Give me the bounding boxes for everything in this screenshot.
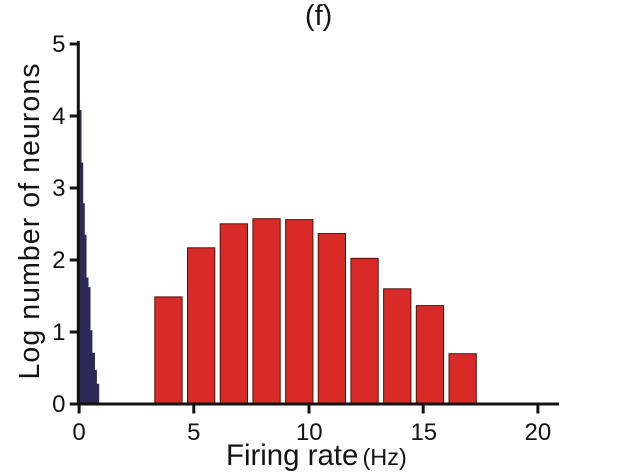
svg-text:5: 5: [187, 419, 200, 446]
svg-text:0: 0: [72, 419, 85, 446]
svg-text:1: 1: [52, 319, 65, 346]
svg-text:5: 5: [52, 31, 65, 58]
svg-text:10: 10: [296, 419, 323, 446]
svg-text:3: 3: [52, 175, 65, 202]
svg-text:4: 4: [52, 103, 65, 130]
svg-text:2: 2: [52, 247, 65, 274]
svg-text:20: 20: [525, 419, 552, 446]
svg-text:0: 0: [52, 391, 65, 418]
svg-text:Firing rate (Hz): Firing rate (Hz): [226, 439, 407, 472]
svg-text:Log number of neurons: Log number of neurons: [14, 63, 46, 379]
svg-text:15: 15: [410, 419, 437, 446]
svg-text:(f): (f): [305, 0, 332, 32]
